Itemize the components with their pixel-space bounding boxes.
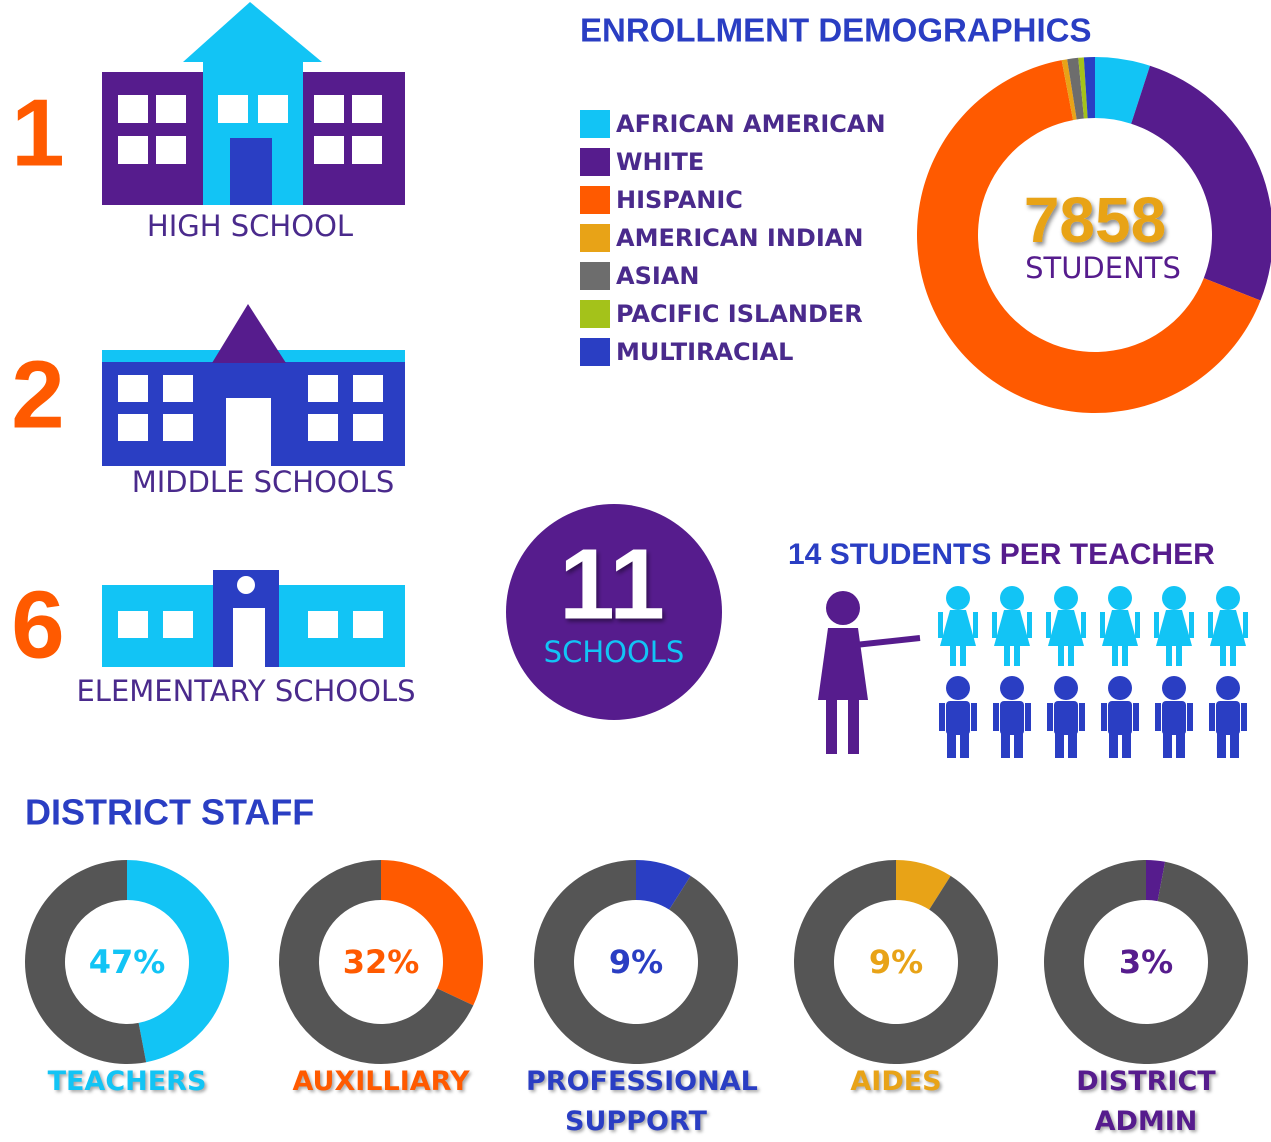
value-label: 47%: [89, 943, 166, 981]
legend-label: PACIFIC ISLANDER: [616, 300, 863, 328]
legend-swatch: [580, 110, 610, 138]
donut-slice: [1067, 57, 1084, 120]
teacher-icon: [818, 591, 921, 754]
elementary-school-icon: [102, 570, 405, 667]
donut-rest: [279, 860, 474, 1064]
staff-label: AIDES: [850, 1066, 942, 1097]
donut-slice: [917, 60, 1261, 413]
legend-label: AFRICAN AMERICAN: [616, 110, 886, 138]
donut-slice: [1095, 57, 1151, 124]
staff-label: PROFESSIONAL SUPPORT: [526, 1066, 758, 1137]
student-boy: [1047, 676, 1085, 758]
students-icons: [938, 586, 1248, 758]
student-girl: [992, 586, 1032, 666]
donut-rest: [794, 860, 998, 1064]
donut-slice: [1146, 860, 1166, 902]
staff-label: TEACHERS: [47, 1066, 207, 1097]
value-label: 3%: [1119, 943, 1173, 981]
legend-swatch: [580, 186, 610, 214]
school-count: 1: [11, 79, 64, 186]
value-label: 9%: [609, 943, 663, 981]
student-boy: [939, 676, 977, 758]
total-schools-label: SCHOOLS: [544, 635, 685, 669]
school-label: HIGH SCHOOL: [147, 209, 353, 243]
center-value: 7858: [1024, 184, 1166, 256]
legend-label: MULTIRACIAL: [616, 338, 793, 366]
donut-slice: [1078, 57, 1088, 119]
student-girl: [1208, 586, 1248, 666]
student-boy: [1209, 676, 1247, 758]
donut-rest: [534, 860, 739, 1065]
donut-slice: [1061, 59, 1077, 121]
legend-label: AMERICAN INDIAN: [616, 224, 863, 252]
student-girl: [1154, 586, 1194, 666]
donut-slice: [1131, 65, 1271, 301]
legend-swatch: [580, 338, 610, 366]
staff-title: DISTRICT STAFF: [25, 792, 314, 833]
staff-label: AUXILLIARY: [292, 1066, 470, 1097]
donut-rest: [25, 860, 147, 1064]
student-boy: [1155, 676, 1193, 758]
student-girl: [1100, 586, 1140, 666]
student-girl: [1046, 586, 1086, 666]
ratio-title: 14 STUDENTS PER TEACHER: [788, 538, 1215, 571]
legend-label: ASIAN: [616, 262, 699, 290]
legend-swatch: [580, 300, 610, 328]
center-label: STUDENTS: [1025, 251, 1181, 285]
high-school-icon: [102, 2, 405, 205]
value-label: 9%: [869, 943, 923, 981]
staff-label: DISTRICT ADMIN: [1076, 1066, 1216, 1137]
total-schools: 11: [559, 528, 665, 640]
donut-slice: [636, 860, 691, 910]
student-girl: [938, 586, 978, 666]
school-label: ELEMENTARY SCHOOLS: [76, 674, 415, 708]
donut-slice: [1083, 57, 1095, 119]
value-label: 32%: [343, 943, 420, 981]
legend-label: HISPANIC: [616, 186, 743, 214]
donut-rest: [1044, 860, 1249, 1065]
legend-swatch: [580, 224, 610, 252]
donut-slice: [896, 860, 951, 910]
legend-swatch: [580, 148, 610, 176]
middle-school-icon: [102, 304, 405, 466]
ratio-lead: 14 STUDENTS: [788, 538, 991, 571]
legend-swatch: [580, 262, 610, 290]
ratio-rest: PER TEACHER: [1000, 538, 1215, 571]
legend-label: WHITE: [616, 148, 704, 176]
school-label: MIDDLE SCHOOLS: [132, 465, 395, 499]
donut-slice: [381, 860, 484, 1006]
school-count: 2: [11, 341, 64, 448]
school-count: 6: [11, 571, 64, 678]
donut-slice: [127, 860, 230, 1063]
chart-title: ENROLLMENT DEMOGRAPHICS: [580, 12, 1092, 49]
student-boy: [993, 676, 1031, 758]
schools-circle: [506, 504, 722, 720]
student-boy: [1101, 676, 1139, 758]
